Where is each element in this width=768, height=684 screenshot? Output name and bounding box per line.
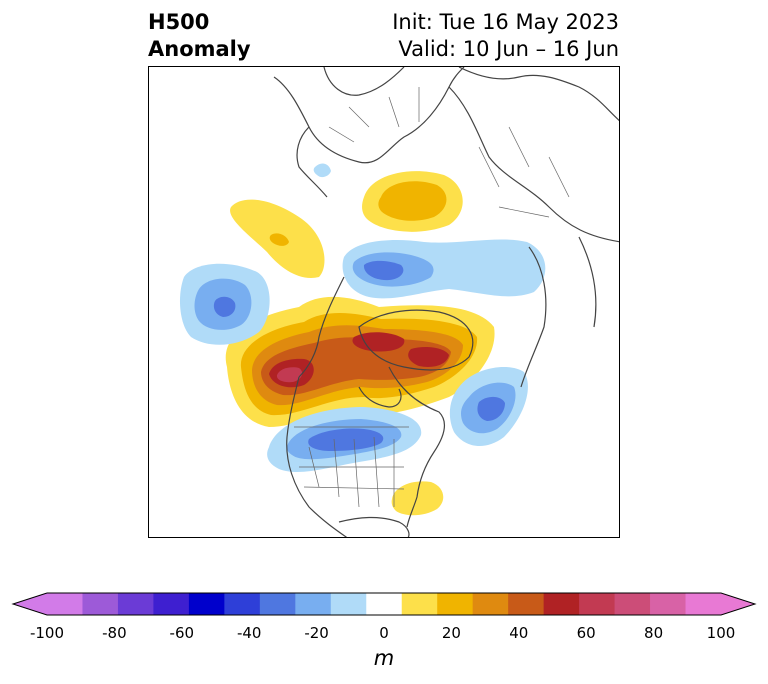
- colorbar-segment: [614, 593, 651, 615]
- colorbar-segment: [295, 593, 332, 615]
- colorbar-segment: [188, 593, 225, 615]
- colorbar-segment: [82, 593, 119, 615]
- positive-anomaly-50c: [408, 347, 449, 367]
- positive-anomaly-north-20: [378, 181, 447, 221]
- negative-anomaly-arctic-30: [363, 260, 404, 281]
- colorbar-tick-label: 80: [644, 624, 664, 642]
- negative-anomaly-atlantic-30: [477, 396, 505, 421]
- political-borders: [294, 87, 570, 508]
- positive-anomaly-60: [276, 367, 303, 383]
- map-panel: [148, 66, 620, 538]
- positive-anomaly-south: [391, 481, 444, 516]
- colorbar-tick-label: 40: [509, 624, 529, 642]
- map-dates: Init: Tue 16 May 2023 Valid: 10 Jun – 16…: [392, 9, 619, 63]
- map-title: H500 Anomaly: [148, 9, 251, 63]
- positive-anomaly-50b: [352, 332, 405, 352]
- colorbar-segment: [330, 593, 367, 615]
- colorbar-segment: [366, 593, 403, 615]
- colorbar-segment: [153, 593, 190, 615]
- colorbar-segment: [650, 593, 687, 615]
- negative-anomaly-small: [313, 163, 331, 178]
- colorbar-tick-label: 20: [441, 624, 461, 642]
- colorbar-unit: m: [373, 646, 395, 670]
- colorbar-tick-label: -100: [29, 624, 65, 642]
- init-date: Init: Tue 16 May 2023: [392, 10, 619, 34]
- colorbar-segment: [472, 593, 509, 615]
- colorbar-tick-label: -80: [102, 624, 127, 642]
- colorbar-segment: [259, 593, 296, 615]
- colorbar-tick-label: 0: [379, 624, 389, 642]
- negative-anomaly-us-30: [308, 428, 384, 451]
- colorbar-tick-label: 60: [576, 624, 596, 642]
- colorbar-extend-low: [13, 593, 47, 615]
- colorbar-extend-high: [721, 593, 755, 615]
- title-field: Anomaly: [148, 37, 251, 61]
- colorbar-segment: [685, 593, 722, 615]
- colorbar-tick-label: -20: [304, 624, 329, 642]
- colorbar-tick-label: -60: [169, 624, 195, 642]
- colorbar-tick-label: -40: [236, 624, 262, 642]
- positive-anomaly-west-20: [269, 233, 289, 246]
- colorbar-segment: [543, 593, 580, 615]
- colorbar-segment: [401, 593, 438, 615]
- title-variable: H500: [148, 10, 210, 34]
- colorbar-segment: [508, 593, 545, 615]
- colorbar-tick-label: 100: [706, 624, 736, 642]
- colorbar-segment: [117, 593, 154, 615]
- colorbar-segment: [224, 593, 261, 615]
- anomaly-map: [179, 67, 619, 537]
- colorbar-segment: [437, 593, 474, 615]
- colorbar-segment: [47, 593, 83, 615]
- coastlines: [273, 67, 619, 537]
- colorbar: [11, 592, 757, 616]
- valid-range: Valid: 10 Jun – 16 Jun: [398, 37, 619, 61]
- anomaly-contours: [179, 163, 546, 516]
- negative-anomaly-west-30: [213, 296, 236, 317]
- colorbar-segment: [579, 593, 616, 615]
